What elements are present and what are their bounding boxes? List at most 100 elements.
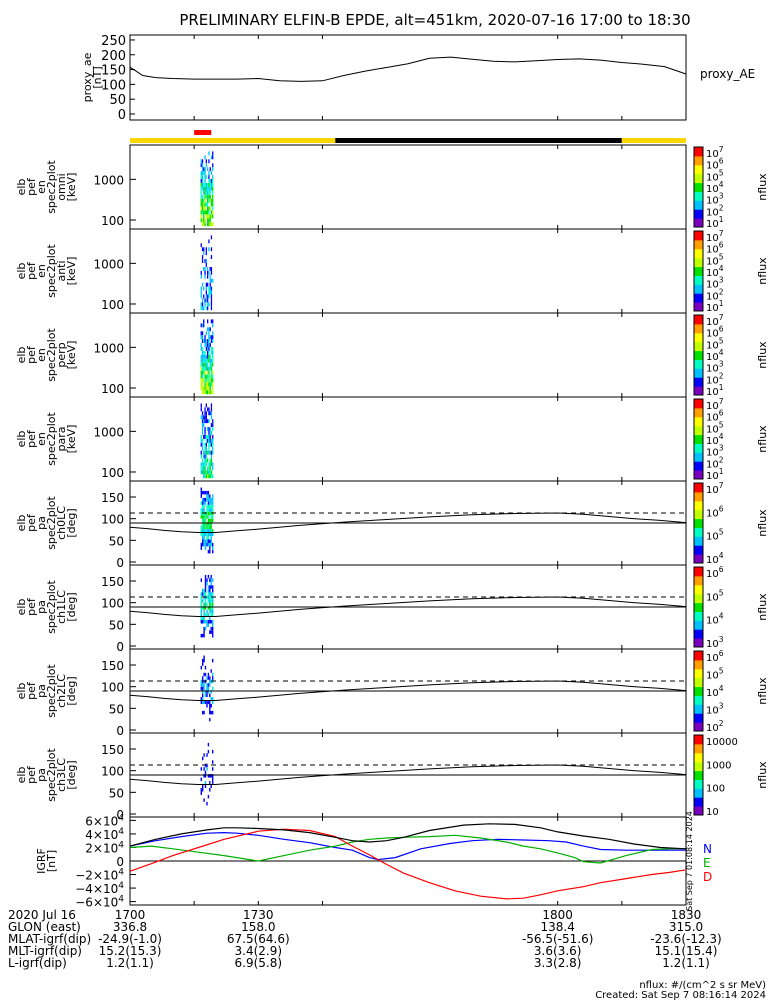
spectrogram-cell: [205, 442, 207, 447]
pitch-angle-cell: [204, 774, 207, 778]
spectrogram-cell: [212, 175, 214, 179]
colorbar-segment: [694, 239, 703, 250]
colorbar-tick-label: 104: [706, 180, 724, 195]
pitch-angle-cell: [204, 522, 207, 526]
pitch-angle-cell: [210, 539, 212, 543]
colorbar-tick-label: 105: [706, 588, 724, 603]
spectrogram-cell: [205, 263, 207, 267]
pitch-angle-cell: [200, 697, 202, 701]
pitch-angle-cell: [200, 777, 202, 782]
colorbar-tick-label-base: 10: [706, 436, 719, 447]
science-bar-segment: [621, 138, 686, 143]
pitch-angle-cell: [204, 588, 207, 593]
pitch-angle-cell: [210, 578, 212, 582]
spectrogram-cell: [212, 466, 214, 471]
colorbar-tick-label: 103: [706, 702, 724, 717]
colorbar-tick-label-exponent: 4: [719, 180, 724, 189]
footer-row-value: 1.2(1.1): [662, 956, 710, 970]
colorbar-tick-label-exponent: 5: [719, 667, 724, 676]
colorbar-segment: [694, 779, 703, 789]
panel-ylabel-line: pef: [25, 177, 38, 196]
footer-row-value: 1730: [243, 908, 274, 922]
pitch-angle-cell: [207, 676, 210, 680]
y-tick-label: 6×104: [85, 813, 124, 828]
spectrogram-cell: [210, 214, 213, 219]
pitch-angle-cell: [200, 633, 202, 638]
panel-ylabel-line: pef: [25, 513, 38, 532]
colorbar-tick-label-base: 10: [706, 375, 719, 386]
spectrogram-cell: [203, 366, 205, 371]
spectrogram-cell: [205, 214, 207, 219]
pitch-angle-cell: [202, 633, 204, 638]
spectrogram-cell: [208, 450, 210, 455]
spectrogram-cell: [209, 431, 211, 435]
spectrogram-cell: [203, 186, 205, 191]
colorbar-segment: [694, 593, 703, 604]
spectrogram-cell: [200, 186, 202, 191]
pitch-angle-cell: [204, 690, 207, 694]
spectrogram-cell: [207, 270, 209, 275]
colorbar-segment: [694, 231, 703, 241]
spectrogram-cell: [208, 186, 210, 191]
spectrogram-cell: [210, 339, 213, 343]
spectrogram-cell: [212, 183, 214, 187]
spectrogram-cell: [201, 415, 204, 420]
spectrogram-cell: [212, 370, 214, 375]
spectrogram-cell: [205, 202, 207, 207]
spectrogram-cell: [209, 214, 211, 219]
spectrogram-cell: [201, 442, 204, 447]
y-tick-label: 50: [109, 786, 124, 800]
colorbar-segment: [694, 164, 703, 175]
spectrogram-cell: [210, 235, 213, 240]
spectrogram-cell: [208, 294, 210, 299]
spectrogram-cell: [204, 407, 206, 412]
spectrogram-cell: [201, 175, 204, 179]
pitch-angle-cell: [207, 794, 210, 799]
spectrogram-cell: [204, 366, 206, 371]
spectrogram-cell: [207, 474, 209, 479]
y-tick-label: −6×104: [75, 895, 124, 910]
y-tick-label: −4×104: [75, 881, 124, 896]
spectrogram-cell: [210, 278, 213, 283]
pitch-angle-cell: [204, 620, 207, 624]
spectrogram-cell: [207, 294, 209, 299]
y-tick-label: 0: [116, 724, 124, 738]
spectrogram-cell: [205, 210, 207, 215]
panel-frame: [129, 34, 687, 121]
colorbar-tick-label-base: 10: [706, 508, 719, 519]
colorbar-segment: [694, 509, 703, 520]
pitch-angle-cell: [206, 676, 208, 680]
spectrogram-cell: [205, 403, 207, 408]
colorbar-tick-label: 105: [706, 667, 724, 682]
spectrogram-cell: [203, 214, 205, 219]
colorbar-tick-label-exponent: 7: [719, 313, 724, 322]
pitch-angle-cell: [203, 529, 205, 533]
colorbar-segment: [694, 677, 703, 688]
pitch-angle-cell: [206, 504, 208, 509]
colorbar-frame: [693, 482, 704, 564]
pitch-angle-cell: [209, 693, 211, 698]
colorbar-segment: [694, 545, 703, 555]
colorbar-label: nflux: [756, 593, 769, 621]
spectrogram-cell: [201, 370, 204, 375]
spectrogram-cell: [209, 179, 211, 183]
colorbar-tick-label-base: 10: [706, 303, 719, 314]
panel-ylabel-line: elb: [15, 179, 28, 196]
spectrogram-cell: [200, 198, 202, 203]
pitch-angle-cell: [207, 522, 210, 526]
pitch-angle-cell: [200, 592, 202, 596]
pitch-angle-cell: [203, 508, 205, 512]
y-tick-label: 100: [101, 597, 124, 611]
spectrogram-cell: [200, 302, 202, 307]
colorbar-label: nflux: [756, 509, 769, 537]
spectrogram-cell: [200, 407, 202, 412]
y-tick-label: −2×104: [75, 868, 124, 883]
spectrogram-cell: [201, 218, 204, 223]
pitch-angle-cell: [210, 613, 212, 617]
y-tick-label: 0: [116, 640, 124, 654]
spectrogram-cell: [209, 435, 211, 439]
pitch-angle-cell: [204, 532, 207, 536]
pitch-angle-cell: [207, 599, 210, 603]
colorbar-tick-label: 103: [706, 444, 724, 459]
